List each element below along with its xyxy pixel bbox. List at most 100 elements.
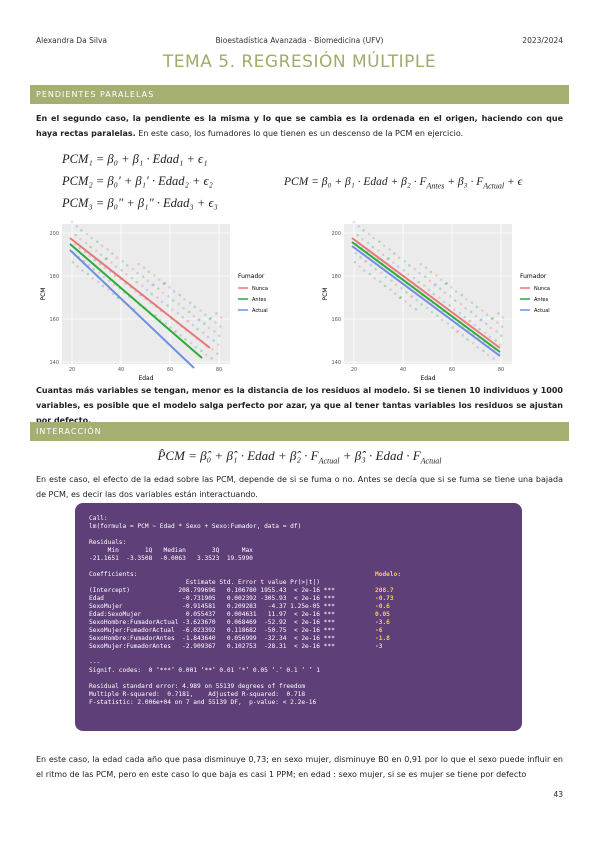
- scatter-dot: [166, 304, 169, 307]
- scatter-dot: [107, 288, 110, 291]
- scatter-dot: [103, 266, 107, 270]
- formula: PCM₂ = β₀′ + β₁′ · Edad₂ + ϵ₂: [62, 174, 213, 188]
- scatter-dot: [211, 348, 214, 351]
- scatter-dot: [373, 276, 376, 280]
- author: Alexandra Da Silva: [36, 36, 108, 45]
- y-tick-label: 200: [49, 231, 59, 237]
- scatter-dot: [219, 316, 223, 319]
- code-line: ---: [89, 659, 101, 666]
- scatter-dot: [212, 339, 215, 342]
- scatter-dot: [455, 330, 459, 334]
- scatter-dot: [102, 275, 106, 279]
- scatter-dot: [207, 326, 211, 330]
- x-axis-label: Edad: [420, 375, 435, 382]
- scatter-dot: [499, 334, 503, 337]
- scatter-dot: [80, 229, 83, 232]
- scatter-dot: [501, 316, 505, 319]
- scatter-dot: [417, 280, 420, 284]
- code-line: Signif. codes: 0 ‘***’ 0.001 ‘**’ 0.01 ‘…: [89, 667, 320, 674]
- scatter-dot: [84, 241, 88, 245]
- legend-label: Nunca: [534, 286, 550, 292]
- scatter-dot: [87, 263, 91, 267]
- subscript: Actual: [318, 456, 340, 466]
- y-tick-label: 200: [331, 231, 341, 237]
- scatter-dot: [79, 238, 82, 241]
- text: En este caso, los fumadores lo que tiene…: [135, 129, 464, 138]
- scatter-dot: [150, 292, 153, 296]
- scatter-dot: [161, 291, 165, 295]
- scatter-dot: [428, 279, 432, 283]
- subscript: Actual: [420, 456, 442, 466]
- code-line: SexoMujer:FumadorActual -6.023392 0.1186…: [89, 627, 335, 634]
- scatter-dot: [384, 275, 388, 279]
- scatter-dot: [372, 236, 375, 240]
- scatter-dot: [167, 295, 170, 298]
- scatter-dot: [169, 326, 172, 329]
- paragraph: En este caso, el efecto de la edad sobre…: [36, 475, 563, 499]
- x-tick-label: 80: [216, 367, 222, 373]
- scatter-dot: [478, 327, 481, 331]
- fit-line: [69, 237, 211, 349]
- model-value: 208.7: [375, 587, 394, 594]
- scatter-dot: [486, 353, 490, 357]
- scatter-dot: [96, 240, 99, 243]
- scatter-dot: [156, 287, 160, 290]
- scatter-dot: [196, 327, 199, 331]
- scatter-dot: [126, 264, 129, 267]
- scatter-dot: [402, 268, 405, 272]
- scatter-dot: [374, 267, 377, 271]
- legend-label: Actual: [534, 308, 550, 314]
- code-line: Residuals:: [89, 539, 127, 546]
- scatter-dot: [436, 314, 439, 317]
- scatter-dot: [181, 315, 184, 319]
- scatter-dot: [378, 240, 381, 243]
- scatter-dot: [443, 291, 447, 295]
- scatter-dot: [112, 283, 116, 287]
- scatter-dot: [206, 335, 210, 339]
- scatter-dot: [458, 311, 462, 315]
- scatter-dot: [137, 262, 140, 266]
- year: 2023/2024: [522, 36, 563, 45]
- scatter-dot: [484, 322, 488, 326]
- scatter-dot: [193, 305, 197, 309]
- scatter-dot: [106, 248, 109, 251]
- scatter-dot: [473, 323, 477, 327]
- scatter-dot: [483, 331, 487, 335]
- scatter-dot: [419, 262, 422, 266]
- scatter-dot: [215, 312, 218, 315]
- scatter-dot: [471, 341, 475, 345]
- scatter-dot: [440, 318, 444, 322]
- scatter-dot: [130, 276, 134, 280]
- scatter-dot: [393, 292, 397, 296]
- scatter-dot: [377, 249, 380, 252]
- y-tick-label: 160: [49, 317, 59, 323]
- scatter-dot: [434, 283, 437, 286]
- scatter-dot: [494, 339, 497, 342]
- scatter-dot: [388, 248, 391, 251]
- scatter-dot: [141, 275, 145, 279]
- scatter-dot: [362, 229, 365, 232]
- scatter-dot: [357, 224, 360, 228]
- bold-text: En el segundo caso, la pendiente es la m…: [36, 114, 563, 138]
- scatter-dot: [444, 282, 448, 286]
- scatter-dot: [120, 268, 123, 272]
- fit-line: [69, 243, 203, 359]
- model-value: -1.8: [375, 635, 390, 642]
- scatter-dot: [76, 265, 79, 268]
- scatter-dot: [387, 257, 390, 260]
- y-tick-label: 180: [331, 274, 341, 280]
- x-axis-label: Edad: [138, 375, 153, 382]
- scatter-dot: [364, 259, 368, 263]
- scatter-dot: [433, 283, 436, 287]
- code-line: Edad:SexoMujer 0.055437 0.004631 11.97 <…: [89, 611, 335, 618]
- scatter-dot: [74, 233, 78, 237]
- scatter-dot: [78, 247, 81, 250]
- scatter-dot: [216, 352, 219, 355]
- scatter-dot: [182, 306, 185, 310]
- scatter-dot: [498, 343, 502, 346]
- scatter-dot: [438, 296, 441, 299]
- page-number: 43: [553, 790, 563, 799]
- scatter-dot: [168, 286, 171, 289]
- scatter-dot: [383, 284, 387, 288]
